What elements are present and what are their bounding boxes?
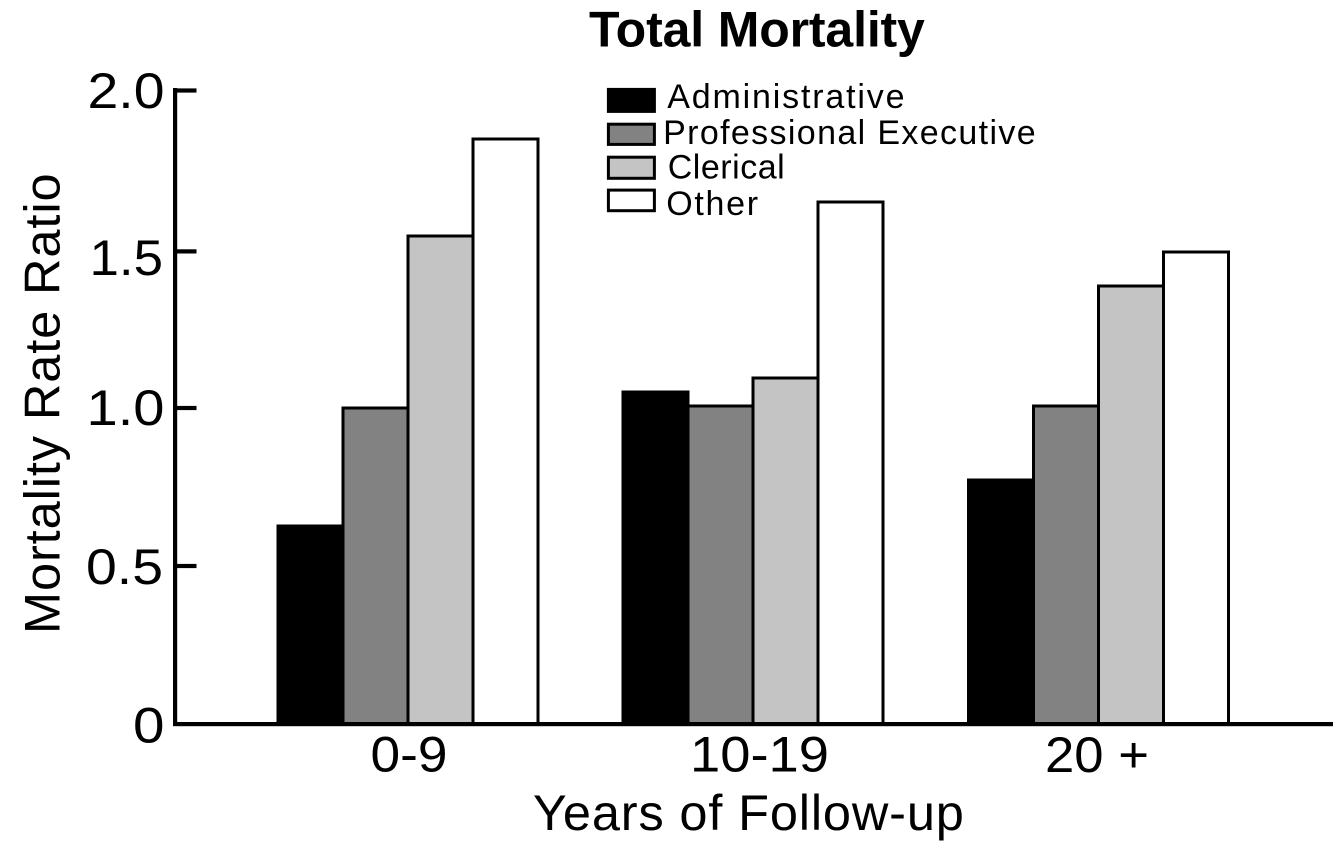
svg-text:Professional Executive: Professional Executive <box>663 114 1037 152</box>
svg-text:2.0: 2.0 <box>88 62 165 119</box>
svg-text:Mortality Rate Ratio: Mortality Rate Ratio <box>14 173 71 634</box>
svg-text:Other: Other <box>666 185 760 223</box>
svg-text:0: 0 <box>133 696 165 753</box>
svg-text:Years of Follow-up: Years of Follow-up <box>533 784 965 841</box>
svg-text:Total Mortality: Total Mortality <box>589 2 925 58</box>
svg-text:0.5: 0.5 <box>86 538 163 595</box>
svg-text:1.0: 1.0 <box>87 379 165 436</box>
svg-text:0-9: 0-9 <box>371 726 448 783</box>
svg-text:Administrative: Administrative <box>667 78 906 116</box>
svg-text:10-19: 10-19 <box>690 726 829 783</box>
svg-text:20 +: 20 + <box>1045 726 1149 783</box>
svg-text:Clerical: Clerical <box>668 149 786 187</box>
svg-text:1.5: 1.5 <box>90 229 164 286</box>
